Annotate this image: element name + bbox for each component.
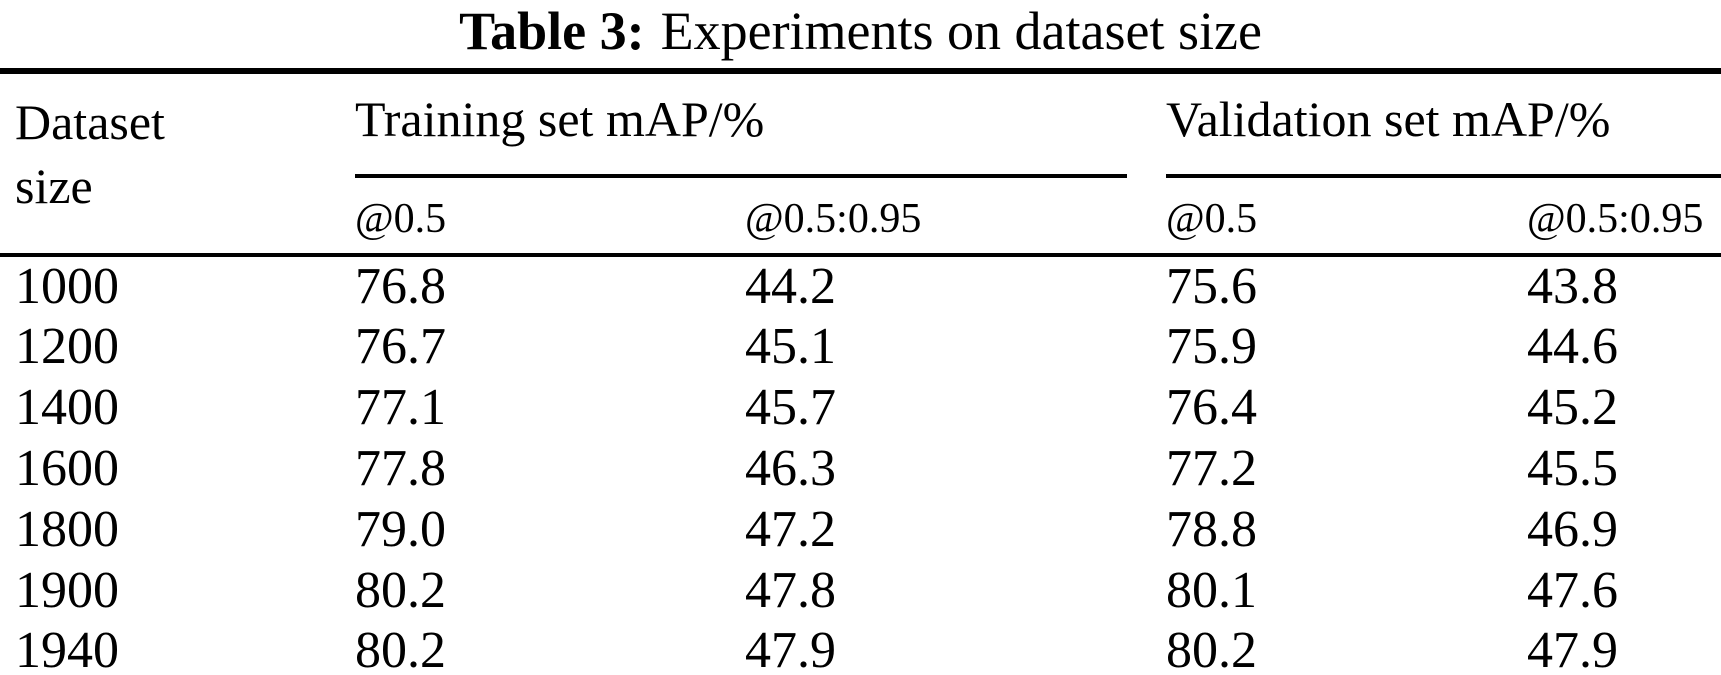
cell-train-map0595: 45.7: [745, 379, 836, 436]
header-gap-spacer: [1127, 71, 1166, 257]
table-caption-label: Table 3:: [459, 1, 645, 61]
cell-val-map0595: 43.8: [1527, 258, 1618, 315]
cell-train-map0595: 47.2: [745, 501, 836, 558]
cell-train-map05: 76.8: [355, 258, 446, 315]
cell-gap: [1127, 255, 1166, 316]
cell-val-map05: 76.4: [1166, 379, 1257, 436]
table-body: 1000 76.8 44.2 75.6 43.8 1200 76.7 45.1 …: [0, 255, 1721, 675]
cell-train-map05: 79.0: [355, 501, 446, 558]
table-row: 1800 79.0 47.2 78.8 46.9: [0, 499, 1721, 560]
cell-val-map05: 80.2: [1166, 622, 1257, 675]
cell-val-map05: 75.6: [1166, 258, 1257, 315]
cell-val-map0595: 47.6: [1527, 562, 1618, 619]
cell-train-map0595: 44.2: [745, 258, 836, 315]
cell-dataset-size: 1600: [15, 440, 119, 497]
cell-train-map05: 77.1: [355, 379, 446, 436]
cell-val-map0595: 46.9: [1527, 501, 1618, 558]
cell-train-map0595: 47.9: [745, 622, 836, 675]
cell-train-map05: 80.2: [355, 622, 446, 675]
table-caption-text: Experiments on dataset size: [660, 1, 1262, 61]
cell-train-map0595: 46.3: [745, 440, 836, 497]
cell-gap: [1127, 621, 1166, 675]
cell-val-map0595: 45.5: [1527, 440, 1618, 497]
cell-gap: [1127, 438, 1166, 499]
table-row: 1400 77.1 45.7 76.4 45.2: [0, 377, 1721, 438]
cell-gap: [1127, 499, 1166, 560]
cell-train-map05: 76.7: [355, 318, 446, 375]
cell-train-map05: 77.8: [355, 440, 446, 497]
cell-dataset-size: 1800: [15, 501, 119, 558]
table-row: 1940 80.2 47.9 80.2 47.9: [0, 621, 1721, 675]
column-header-train-at-05: @0.5: [355, 178, 745, 257]
cell-val-map0595: 44.6: [1527, 318, 1618, 375]
column-header-train-at-05-095: @0.5:0.95: [745, 178, 1127, 257]
table-row: 1200 76.7 45.1 75.9 44.6: [0, 316, 1721, 377]
results-table: Dataset size Training set mAP/% Validati…: [0, 68, 1721, 675]
table-row: 1900 80.2 47.8 80.1 47.6: [0, 560, 1721, 621]
cell-dataset-size: 1400: [15, 379, 119, 436]
cell-gap: [1127, 316, 1166, 377]
table-row: 1000 76.8 44.2 75.6 43.8: [0, 255, 1721, 316]
table-caption: Table 3: Experiments on dataset size: [0, 2, 1721, 60]
group-header-validation-set: Validation set mAP/%: [1166, 71, 1721, 178]
column-header-val-at-05: @0.5: [1166, 178, 1527, 257]
cell-dataset-size: 1000: [15, 258, 119, 315]
group-header-training-set: Training set mAP/%: [355, 71, 1127, 178]
column-header-val-at-05-095: @0.5:0.95: [1527, 178, 1721, 257]
cell-gap: [1127, 377, 1166, 438]
cell-val-map05: 80.1: [1166, 562, 1257, 619]
cell-val-map05: 75.9: [1166, 318, 1257, 375]
cell-dataset-size: 1900: [15, 562, 119, 619]
table-row: 1600 77.8 46.3 77.2 45.5: [0, 438, 1721, 499]
cell-dataset-size: 1200: [15, 318, 119, 375]
cell-gap: [1127, 560, 1166, 621]
table-header: Dataset size Training set mAP/% Validati…: [0, 71, 1721, 257]
cell-val-map05: 78.8: [1166, 501, 1257, 558]
cell-val-map05: 77.2: [1166, 440, 1257, 497]
cell-val-map0595: 47.9: [1527, 622, 1618, 675]
cell-dataset-size: 1940: [15, 622, 119, 675]
cell-val-map0595: 45.2: [1527, 379, 1618, 436]
cell-train-map05: 80.2: [355, 562, 446, 619]
column-header-dataset-size: Dataset size: [0, 71, 355, 257]
cell-train-map0595: 45.1: [745, 318, 836, 375]
cell-train-map0595: 47.8: [745, 562, 836, 619]
